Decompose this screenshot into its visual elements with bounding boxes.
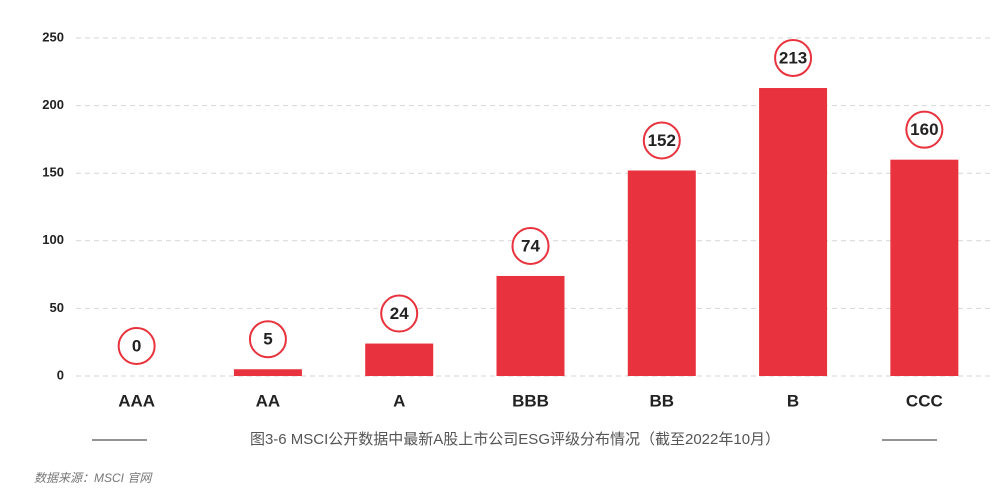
x-tick-label: BB <box>650 391 675 410</box>
x-tick-label: AA <box>256 391 281 410</box>
data-label: 24 <box>390 304 409 323</box>
y-tick-label: 0 <box>57 367 64 382</box>
source-note: 数据来源：MSCI 官网 <box>34 471 153 485</box>
data-label: 160 <box>910 120 938 139</box>
data-label: 0 <box>132 336 141 355</box>
data-label: 213 <box>779 49 807 68</box>
x-tick-label: CCC <box>906 391 943 410</box>
y-tick-label: 150 <box>42 165 64 180</box>
x-tick-label: BBB <box>512 391 549 410</box>
y-tick-label: 200 <box>42 97 64 112</box>
bar <box>496 275 565 376</box>
y-tick-label: 250 <box>42 29 64 44</box>
bar <box>890 159 959 376</box>
x-tick-label: B <box>787 391 799 410</box>
data-label-ring <box>117 327 156 365</box>
y-tick-label: 50 <box>50 300 64 315</box>
data-label-ring <box>248 320 287 359</box>
data-label-ring <box>511 226 550 265</box>
x-tick-label: AAA <box>118 391 155 410</box>
bar <box>233 369 302 376</box>
data-label: 5 <box>263 330 272 349</box>
bar <box>365 343 434 376</box>
data-label: 74 <box>521 236 540 255</box>
data-label-ring <box>905 110 944 149</box>
data-label-ring <box>642 121 681 160</box>
data-label-ring <box>380 294 419 333</box>
data-label-ring <box>774 39 813 78</box>
bar <box>627 170 696 376</box>
chart-caption: 图3-6 MSCI公开数据中最新A股上市公司ESG评级分布情况（截至2022年1… <box>250 431 780 448</box>
y-tick-label: 100 <box>42 232 64 247</box>
x-tick-label: A <box>393 391 405 410</box>
bar <box>759 88 828 377</box>
data-label: 152 <box>648 131 676 150</box>
